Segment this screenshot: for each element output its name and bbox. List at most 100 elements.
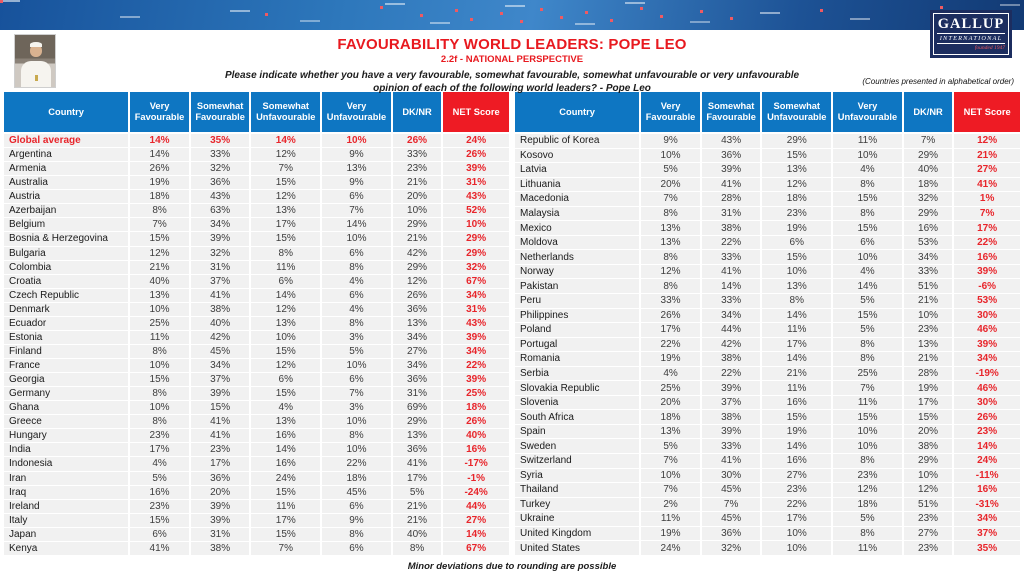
value-cell: 33% (701, 439, 763, 455)
value-cell: 41% (701, 264, 763, 280)
table-row: Latvia 5% 39% 13% 4% 40% 27% (515, 163, 1020, 178)
map-location-dots-icon (0, 0, 3, 3)
table-row: France 10% 34% 12% 10% 34% 22% (4, 359, 509, 374)
value-cell: 13% (392, 429, 444, 444)
value-cell: 33% (701, 294, 763, 309)
table-row: Estonia 11% 42% 10% 3% 34% 39% (4, 330, 509, 345)
country-cell: Japan (4, 527, 131, 542)
value-cell: 31% (701, 206, 763, 222)
value-cell: 39% (701, 381, 763, 396)
net-score-column-header: NET Score (443, 92, 509, 134)
value-cell: 15% (251, 387, 323, 402)
value-cell: 29% (903, 148, 955, 164)
value-cell: 8% (833, 177, 904, 193)
value-cell: 14% (322, 218, 393, 233)
net-score-cell: 52% (443, 204, 509, 219)
value-cell: 29% (903, 206, 955, 222)
value-cell: 16% (903, 221, 955, 236)
value-cell: 8% (762, 294, 834, 309)
value-cell: 38% (701, 410, 763, 425)
value-cell: 51% (903, 497, 955, 513)
table-row: Greece 8% 41% 13% 10% 29% 26% (4, 415, 509, 430)
column-header: DK/NR (392, 92, 444, 134)
country-cell: Ukraine (515, 512, 642, 527)
country-cell: Macedonia (515, 192, 642, 207)
value-cell: 13% (130, 288, 191, 303)
table-row: Argentina 14% 33% 12% 9% 33% 26% (4, 148, 509, 163)
net-score-cell: 26% (443, 148, 509, 163)
table-row: Turkey 2% 7% 22% 18% 51% -31% (515, 497, 1020, 513)
value-cell: 9% (641, 134, 702, 149)
country-cell: Thailand (515, 483, 642, 498)
country-cell: Kenya (4, 541, 131, 556)
value-cell: 29% (392, 415, 444, 430)
column-header: Very Unfavourable (322, 92, 393, 134)
table-row: Lithuania 20% 41% 12% 8% 18% 41% (515, 177, 1020, 193)
value-cell: 13% (251, 204, 323, 219)
value-cell: 25% (833, 366, 904, 382)
table-row: Philippines 26% 34% 14% 15% 10% 30% (515, 308, 1020, 324)
value-cell: 23% (762, 483, 834, 498)
value-cell: 38% (903, 439, 955, 455)
value-cell: 27% (903, 526, 955, 542)
country-cell: Bulgaria (4, 246, 131, 261)
value-cell: 13% (322, 162, 393, 177)
country-cell: Denmark (4, 302, 131, 317)
value-cell: 19% (641, 526, 702, 542)
value-cell: 44% (701, 323, 763, 338)
value-cell: 36% (392, 373, 444, 388)
column-header: Somewhat Unfavourable (251, 92, 323, 134)
value-cell: 9% (322, 176, 393, 191)
value-cell: 10% (833, 250, 904, 265)
value-cell: 11% (833, 541, 904, 556)
value-cell: 45% (190, 344, 252, 359)
value-cell: 12% (251, 359, 323, 374)
value-cell: 11% (762, 323, 834, 338)
table-header-row: Country Very Favourable Somewhat Favourabl… (4, 92, 509, 134)
value-cell: 18% (762, 192, 834, 207)
net-score-cell: 34% (954, 352, 1020, 367)
value-cell: 19% (903, 381, 955, 396)
rounding-note: Minor deviations due to rounding are pos… (407, 560, 617, 572)
country-cell: Greece (4, 415, 131, 430)
value-cell: 39% (190, 232, 252, 247)
value-cell: 38% (701, 221, 763, 236)
value-cell: 36% (701, 526, 763, 542)
value-cell: 6% (251, 274, 323, 289)
value-cell: 29% (903, 454, 955, 469)
value-cell: 15% (251, 527, 323, 542)
value-cell: 8% (833, 352, 904, 367)
value-cell: 12% (903, 483, 955, 498)
table-row: Hungary 23% 41% 16% 8% 13% 40% (4, 429, 509, 444)
country-cell: Pakistan (515, 279, 642, 295)
value-cell: 15% (251, 176, 323, 191)
value-cell: 19% (762, 221, 834, 236)
value-cell: 15% (833, 192, 904, 207)
value-cell: 8% (130, 344, 191, 359)
country-cell: France (4, 359, 131, 374)
table-row: Azerbaijan 8% 63% 13% 7% 10% 52% (4, 204, 509, 219)
value-cell: 6% (762, 235, 834, 251)
net-score-cell: 39% (443, 373, 509, 388)
country-cell: Ireland (4, 499, 131, 514)
net-score-cell: 41% (954, 177, 1020, 193)
net-score-cell: 7% (954, 206, 1020, 222)
value-cell: 13% (903, 337, 955, 353)
country-cell: Armenia (4, 162, 131, 177)
value-cell: 15% (251, 232, 323, 247)
net-score-cell: -1% (443, 471, 509, 486)
value-cell: 10% (903, 468, 955, 484)
value-cell: 8% (130, 204, 191, 219)
table-row: Australia 19% 36% 15% 9% 21% 31% (4, 176, 509, 191)
value-cell: 12% (130, 246, 191, 261)
value-cell: 10% (251, 330, 323, 345)
value-cell: 10% (762, 526, 834, 542)
net-score-cell: 39% (443, 162, 509, 177)
net-score-cell: 24% (443, 134, 509, 149)
country-cell: Indonesia (4, 457, 131, 472)
value-cell: 6% (322, 246, 393, 261)
table-row: Netherlands 8% 33% 15% 10% 34% 16% (515, 250, 1020, 265)
net-score-cell: -31% (954, 497, 1020, 513)
value-cell: 7% (641, 454, 702, 469)
table-row: Kosovo 10% 36% 15% 10% 29% 21% (515, 148, 1020, 164)
